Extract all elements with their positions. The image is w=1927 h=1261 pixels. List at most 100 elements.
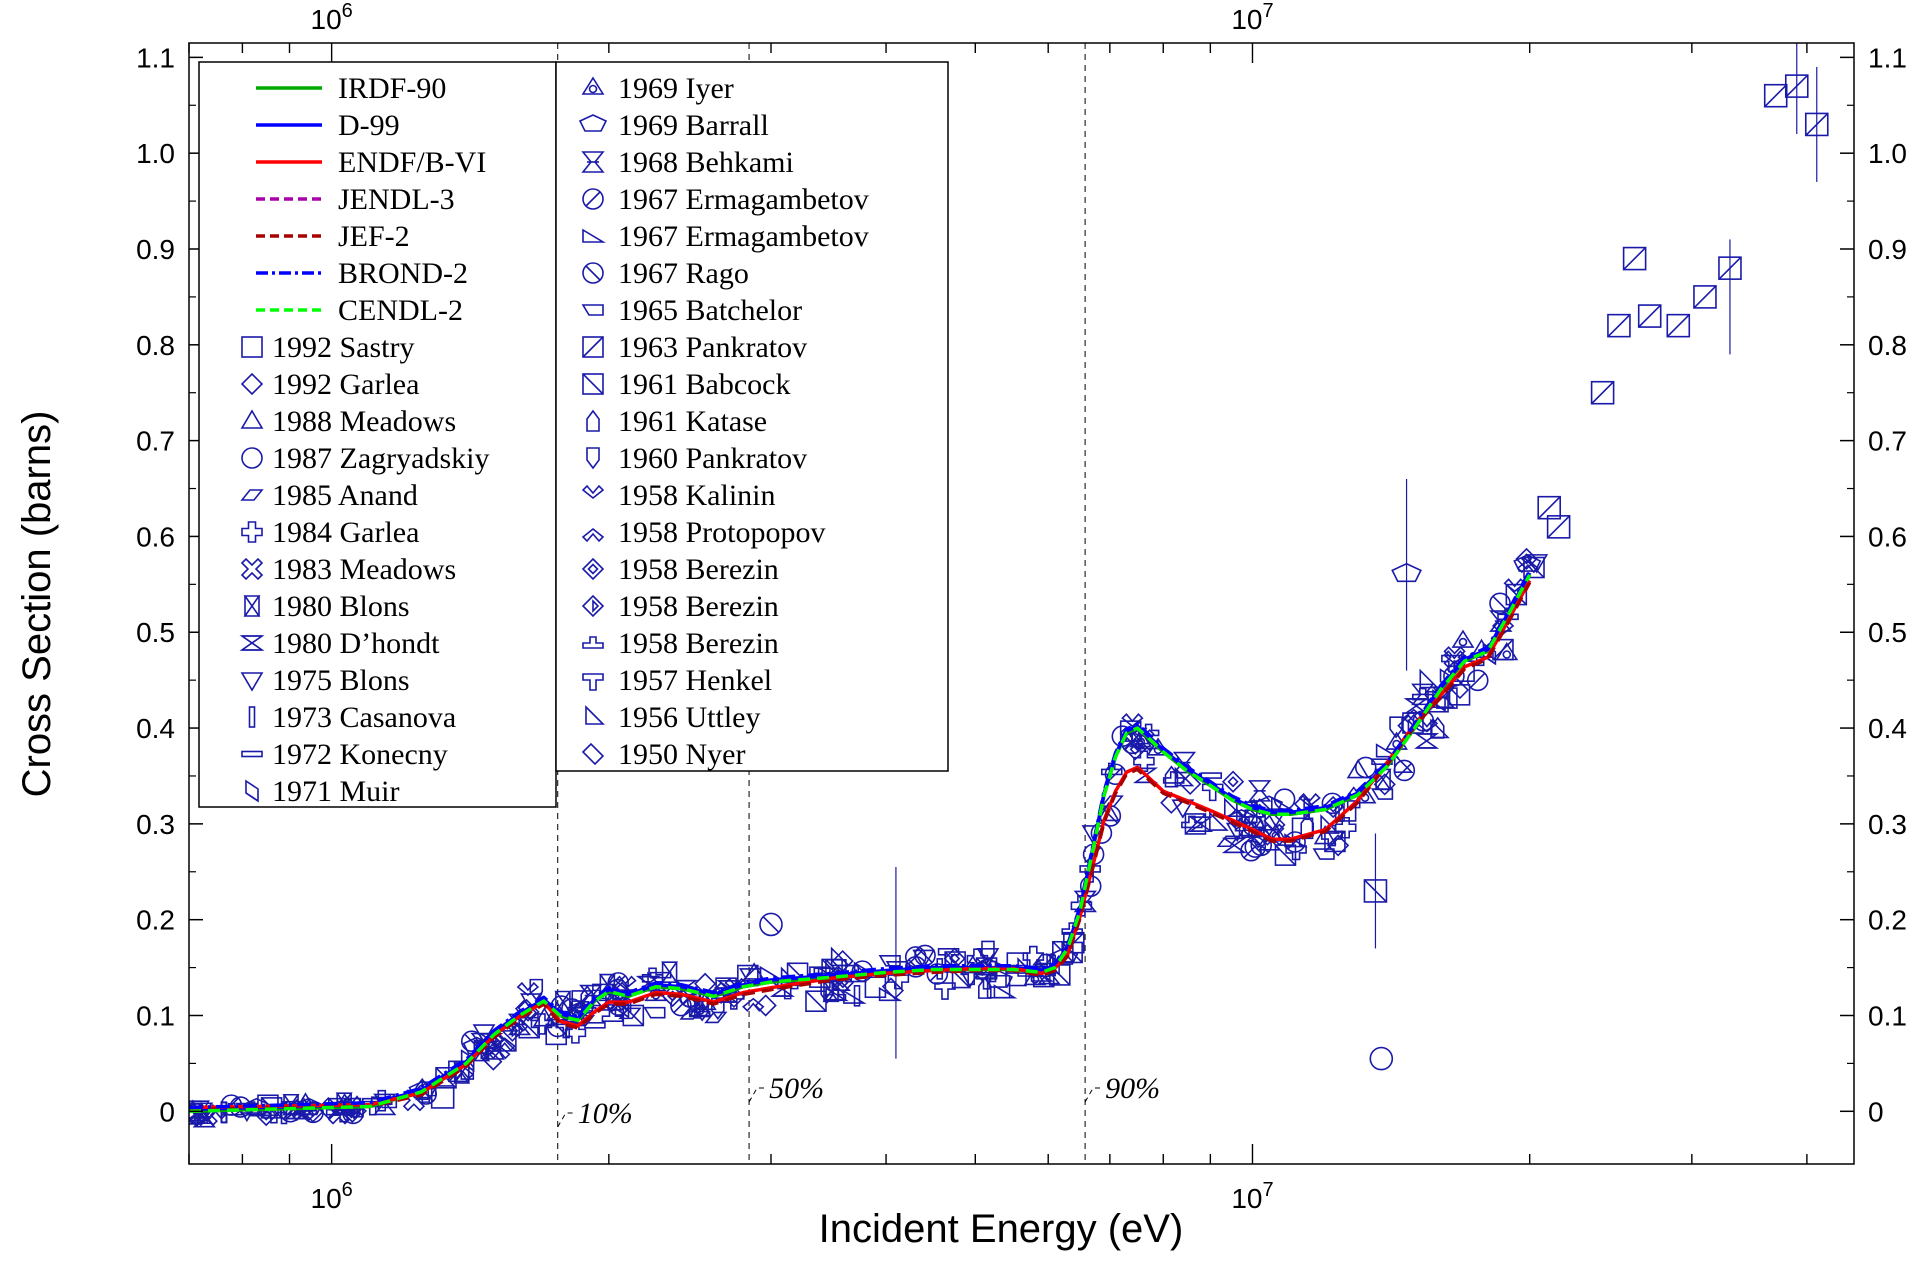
legend-marker — [248, 706, 256, 728]
threshold-leader — [557, 1112, 576, 1128]
y-tick-label: 0.4 — [1868, 713, 1907, 744]
data-point — [1419, 668, 1440, 689]
data-point — [853, 985, 861, 1007]
data-point — [1373, 773, 1396, 796]
x-tick-label-bottom: 106 — [311, 1179, 353, 1214]
y-tick-label: 1.0 — [136, 138, 175, 169]
data-point — [1389, 716, 1403, 739]
data-point — [1784, 74, 1809, 98]
data-point — [878, 986, 903, 1002]
data-point — [1363, 879, 1388, 903]
data-point — [1188, 816, 1214, 832]
legend-label: 1980 D’hondt — [272, 627, 440, 660]
data-point — [1466, 669, 1489, 692]
data-point — [564, 1022, 587, 1044]
legend-marker — [240, 372, 264, 396]
legend-marker — [241, 750, 263, 758]
legend-label: 1988 Meadows — [272, 405, 456, 438]
legend-label: IRDF-90 — [338, 72, 446, 105]
legend-marker — [582, 673, 604, 691]
legend-label: 1957 Henkel — [618, 664, 772, 697]
data-point — [1391, 562, 1422, 583]
curve-brond-2 — [189, 570, 1532, 1110]
y-tick-label: 0 — [159, 1096, 175, 1127]
data-point — [679, 1008, 703, 1020]
legend-label: 1968 Behkami — [618, 146, 794, 179]
data-point — [1209, 811, 1229, 831]
legend-label: 1961 Babcock — [618, 368, 790, 401]
legend-marker — [586, 409, 600, 432]
legend-marker — [241, 447, 263, 469]
y-tick-label: 0.5 — [136, 617, 175, 648]
data-point — [1622, 246, 1647, 271]
legend-label: 1992 Sastry — [272, 331, 415, 364]
data-point — [220, 1101, 228, 1124]
data-point — [1298, 792, 1321, 808]
threshold-label: 50% — [769, 1072, 824, 1105]
legend-label: 1992 Garlea — [272, 368, 419, 401]
legend-marker — [582, 188, 604, 210]
data-point — [1393, 753, 1414, 773]
legend-label: 1958 Kalinin — [618, 479, 776, 512]
legend-label: 1950 Nyer — [618, 738, 745, 771]
data-point — [643, 1006, 666, 1019]
legend-label: CENDL-2 — [338, 294, 463, 327]
legend-label: 1975 Blons — [272, 664, 410, 697]
data-point — [1201, 783, 1224, 802]
legend-label: BROND-2 — [338, 257, 468, 290]
curve-cendl-2 — [189, 573, 1532, 1114]
legend-label: 1980 Blons — [272, 590, 410, 623]
data-point — [592, 983, 614, 1002]
data-point — [754, 994, 777, 1017]
legend-marker — [582, 373, 604, 395]
legend-label: 1967 Rago — [618, 257, 749, 290]
data-point — [843, 989, 867, 1004]
data-point — [480, 1048, 503, 1071]
legend-label: JEF-2 — [338, 220, 410, 253]
data-point — [529, 978, 544, 1001]
legend-label: 1984 Garlea — [272, 516, 419, 549]
y-tick-label: 1.1 — [136, 42, 175, 73]
plot-area: 10% 50% 90% — [189, 43, 1829, 1164]
data-point — [1133, 750, 1155, 773]
legend-label: 1956 Uttley — [618, 701, 761, 734]
data-point — [1375, 743, 1400, 758]
legend-label: ENDF/B-VI — [338, 146, 486, 179]
data-point — [822, 980, 840, 1003]
data-point — [1079, 865, 1101, 883]
legend-marker — [239, 635, 265, 651]
legend-marker — [581, 594, 605, 618]
legend-marker — [240, 409, 264, 429]
legend-label: 1958 Berezin — [618, 627, 779, 660]
y-tick-label: 0.3 — [1868, 809, 1907, 840]
data-point — [831, 971, 852, 992]
legend-label: 1971 Muir — [272, 775, 400, 808]
data-point — [1718, 256, 1742, 280]
y-tick-label: 0.9 — [136, 234, 175, 265]
data-point — [1121, 713, 1144, 728]
data-point — [1607, 313, 1631, 338]
data-point — [430, 1085, 455, 1109]
legend-box-right — [555, 61, 949, 772]
data-point — [1515, 547, 1538, 571]
y-tick-label: 0.2 — [1868, 905, 1907, 936]
data-point — [1081, 825, 1105, 845]
legend-marker — [240, 489, 264, 501]
data-point — [1369, 1046, 1394, 1071]
threshold-leader — [1084, 1087, 1104, 1103]
data-point — [1804, 112, 1829, 137]
x-axis-label: Incident Energy (eV) — [819, 1207, 1184, 1251]
threshold-label: 10% — [578, 1097, 633, 1130]
data-point — [1240, 839, 1262, 862]
legend-label: 1965 Batchelor — [618, 294, 802, 327]
data-point — [255, 1103, 278, 1127]
y-axis-label: Cross Section (barns) — [15, 411, 59, 798]
legend-label: JENDL-3 — [338, 183, 455, 216]
data-point — [878, 954, 901, 967]
y-tick-label: 0 — [1868, 1096, 1884, 1127]
legend-label: 1958 Protopopov — [618, 516, 826, 549]
legend-label: 1987 Zagryadskiy — [272, 442, 489, 475]
x-tick-label-top: 106 — [311, 0, 353, 35]
data-point — [1516, 559, 1540, 574]
data-point — [618, 1007, 642, 1020]
